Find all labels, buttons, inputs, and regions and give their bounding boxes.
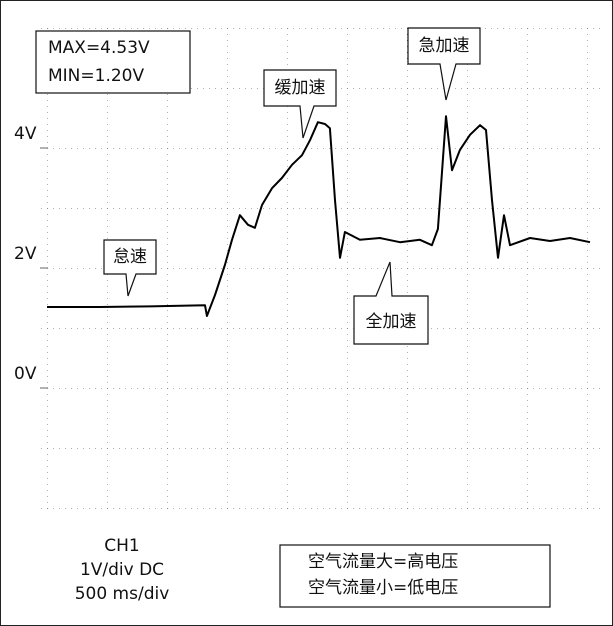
channel: CH1 bbox=[104, 536, 139, 556]
annotation: 空气流量小=低电压 bbox=[308, 578, 458, 598]
annotation: 500 ms/div bbox=[75, 584, 170, 604]
annotation: MAX=4.53V bbox=[48, 38, 150, 58]
annotation: 空气流量大=高电压 bbox=[308, 552, 458, 572]
y-tick-label: 2V bbox=[14, 244, 37, 264]
annotation: 全加速 bbox=[366, 312, 417, 332]
callout bbox=[407, 27, 481, 101]
callout bbox=[263, 69, 337, 139]
annotation: 1V/div DC bbox=[80, 560, 164, 580]
annotation: 急加速 bbox=[419, 36, 470, 56]
callout bbox=[353, 261, 429, 345]
y-tick-label: 4V bbox=[14, 124, 37, 144]
annotation: 怠速 bbox=[113, 247, 147, 267]
annotation: MIN=1.20V bbox=[48, 66, 144, 86]
trace bbox=[47, 115, 591, 317]
callout bbox=[103, 239, 157, 297]
note-box bbox=[279, 544, 551, 608]
annotation: 缓加速 bbox=[275, 78, 326, 98]
y-tick-label: 0V bbox=[14, 364, 37, 384]
max-min-box bbox=[35, 30, 191, 94]
